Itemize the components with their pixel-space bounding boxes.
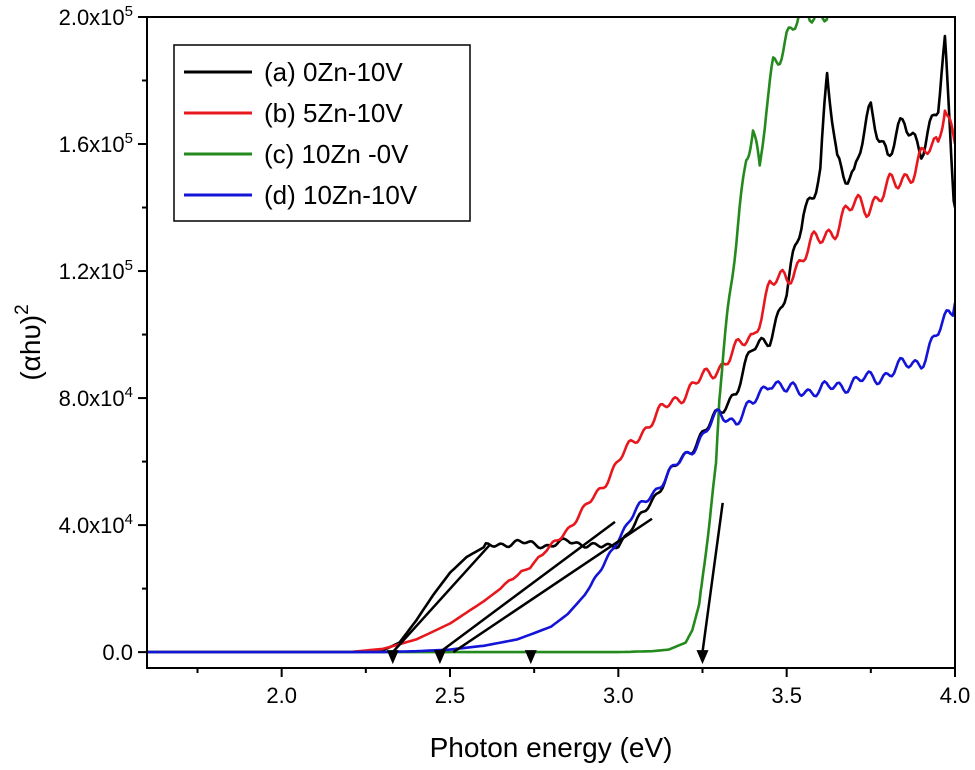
x-tick-label: 2.0 [266,683,297,708]
x-axis-label: Photon energy (eV) [430,732,673,763]
arrow-head [524,650,537,665]
tangent-line [701,502,724,653]
y-tick-label: 1.2x105 [59,257,133,284]
x-tick-label: 4.0 [940,683,971,708]
axes-layer: 2.0 2.5 3.0 3.5 4.0 0.0 4.0x104 8.0x104 1.2x105 1… [59,3,971,708]
y-tick-label: 1.6x105 [59,130,133,157]
x-tick-label: 2.5 [435,683,466,708]
tangent-line [391,543,492,653]
x-tick-label: 3.5 [771,683,802,708]
legend-label: (b) 5Zn-10V [264,98,403,128]
y-tick-label: 2.0x105 [59,3,133,30]
arrow-head [433,650,446,665]
series-line [147,302,955,654]
tangent-line [439,520,616,654]
series-line [147,17,829,654]
arrow-head [386,650,399,665]
legend-box [173,44,471,222]
y-tick-label: 0.0 [102,640,133,665]
legend-label: (a) 0Zn-10V [264,57,403,87]
series-layer [147,17,955,654]
legend: (a) 0Zn-10V (b) 5Zn-10V (c) 10Zn -0V (d) 10… [173,44,471,222]
y-tick-label: 8.0x104 [59,384,133,411]
legend-label: (c) 10Zn -0V [264,139,409,169]
plot-frame [146,16,956,669]
arrow-head [696,650,709,665]
tangent-line [452,517,653,654]
y-axis-label: (αhυ)2 [12,304,46,380]
x-tick-label: 3.0 [603,683,634,708]
series-line [147,109,955,654]
y-tick-label: 4.0x104 [59,511,133,538]
tangent-layer [386,502,724,665]
legend-label: (d) 10Zn-10V [264,180,418,210]
